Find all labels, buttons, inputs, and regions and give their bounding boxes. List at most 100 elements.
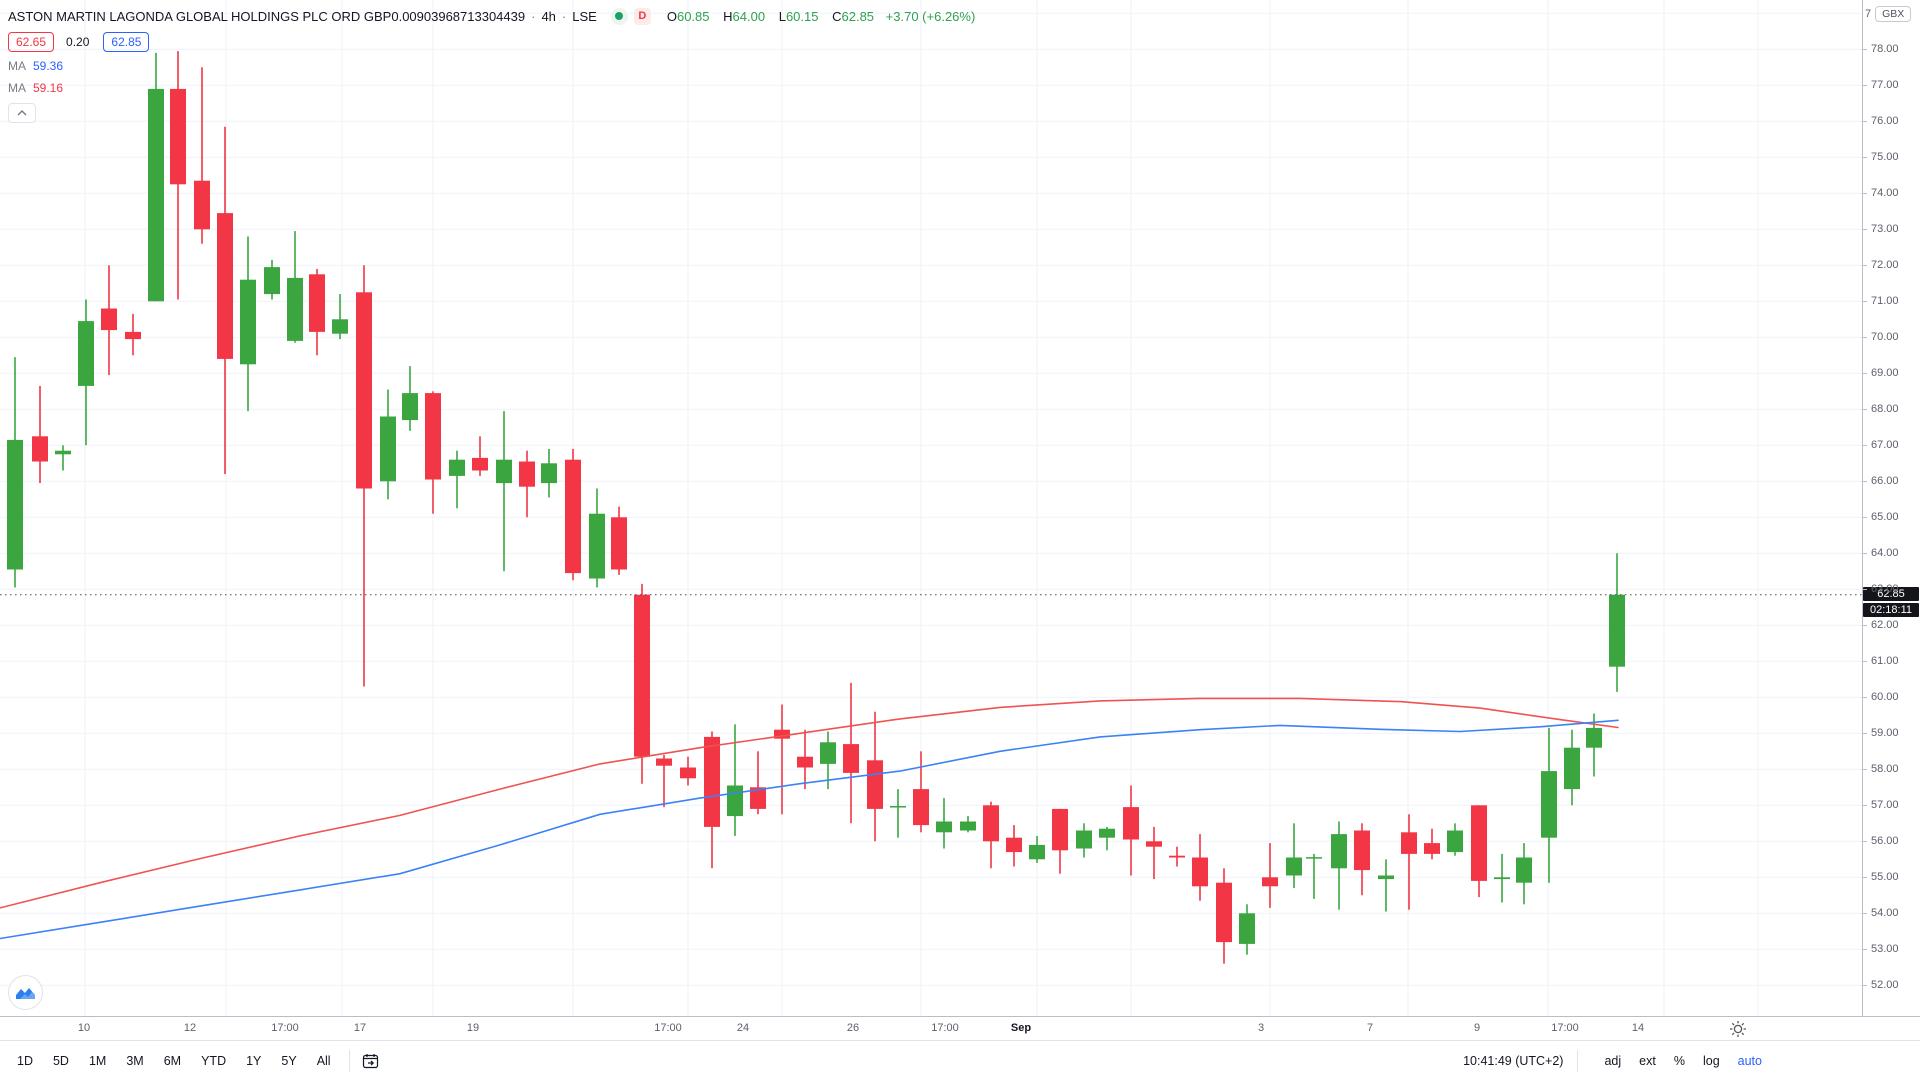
candle-body (1146, 841, 1162, 847)
candle-body (1401, 832, 1417, 854)
area-chart-icon (16, 988, 35, 999)
candle-body (774, 729, 790, 739)
clock-readout[interactable]: 10:41:49 (UTC+2) (1463, 1054, 1564, 1068)
candle-body (680, 767, 696, 779)
price-axis-label: 66.00 (1871, 475, 1899, 488)
time-axis-label: 17:00 (931, 1022, 959, 1034)
go-to-date-button[interactable] (358, 1050, 384, 1072)
bid-price-box[interactable]: 62.65 (8, 32, 55, 52)
price-axis-label: 77.00 (1871, 79, 1899, 92)
price-axis-label: 71.00 (1871, 295, 1899, 308)
range-button-5y[interactable]: 5Y (281, 1054, 297, 1068)
candle-body (589, 513, 605, 579)
candle-body (1609, 594, 1625, 667)
price-axis-label: 68.00 (1871, 403, 1899, 416)
range-button-1d[interactable]: 1D (17, 1054, 33, 1068)
price-tick (1863, 625, 1867, 627)
market-open-icon (610, 7, 628, 25)
candle-body (704, 736, 720, 827)
price-tick (1863, 949, 1867, 951)
close-label: C (832, 8, 842, 24)
range-button-5d[interactable]: 5D (52, 1054, 69, 1068)
calendar-icon (362, 1053, 379, 1068)
candle-body (1564, 747, 1580, 790)
range-button-6m[interactable]: 6M (163, 1054, 182, 1068)
price-axis[interactable]: 7 GBX 62.85 02:18:11 78.00 77.00 76.00 75.0… (1862, 0, 1920, 1016)
candle-body (356, 292, 372, 489)
candle-body (1123, 807, 1139, 840)
candle-body (1424, 843, 1440, 854)
candle-body (820, 742, 836, 764)
interval-label[interactable]: 4h (541, 8, 556, 24)
price-axis-label: 52.00 (1871, 979, 1899, 992)
candle-body (519, 461, 535, 487)
candle-body (1239, 913, 1255, 944)
range-button-ytd[interactable]: YTD (201, 1054, 227, 1068)
candle-body (309, 274, 325, 332)
time-axis-label: 26 (846, 1022, 860, 1034)
candle-body (565, 459, 581, 574)
candle-body (55, 450, 71, 455)
exchange-label[interactable]: LSE (572, 8, 597, 24)
theme-settings-icon[interactable] (1728, 1019, 1748, 1039)
range-button-all[interactable]: All (316, 1054, 331, 1068)
toolbar-divider (1577, 1050, 1579, 1072)
time-axis[interactable]: 10 12 17:00 17 19 17:00 24 26 17:00 Sep 3 7 9 17:00 14 (0, 1016, 1920, 1041)
price-tick (1863, 877, 1867, 879)
legend-collapse-button[interactable] (8, 103, 36, 123)
candle-body (78, 321, 94, 386)
price-tick (1863, 445, 1867, 447)
price-axis-label: 57.00 (1871, 799, 1899, 812)
low-label: L (778, 8, 786, 24)
candle-body (148, 88, 164, 302)
time-axis-label: 3 (1257, 1022, 1265, 1034)
candle-body (1076, 830, 1092, 849)
range-button-1m[interactable]: 1M (88, 1054, 107, 1068)
price-tick (1863, 301, 1867, 303)
percent-scale-toggle[interactable]: % (1673, 1054, 1685, 1068)
range-button-3m[interactable]: 3M (126, 1054, 144, 1068)
symbol-title[interactable]: ASTON MARTIN LAGONDA GLOBAL HOLDINGS PLC… (8, 8, 526, 24)
adjust-data-toggle[interactable]: adj (1604, 1054, 1622, 1068)
candle-body (797, 756, 813, 768)
candle-body (1494, 877, 1510, 880)
currency-badge[interactable]: GBX (1875, 6, 1912, 22)
candle-body (867, 760, 883, 809)
price-tick (1863, 589, 1867, 591)
candle-body (496, 459, 512, 484)
price-tick (1863, 49, 1867, 51)
price-tick (1863, 805, 1867, 807)
candle-body (1541, 771, 1557, 838)
chart-style-logo-button[interactable] (8, 975, 43, 1010)
price-tick (1863, 913, 1867, 915)
price-tick (1863, 265, 1867, 267)
price-axis-label: 70.00 (1871, 331, 1899, 344)
candle-body (1378, 875, 1394, 880)
candle-body (194, 180, 210, 230)
daily-timeframe-badge[interactable]: D (633, 7, 651, 25)
log-scale-toggle[interactable]: log (1702, 1054, 1720, 1068)
candle-body (264, 267, 280, 295)
price-axis-label: 53.00 (1871, 943, 1899, 956)
time-axis-label: 17 (353, 1022, 367, 1034)
close-value: 62.85 (841, 8, 875, 24)
extended-hours-toggle[interactable]: ext (1639, 1054, 1656, 1068)
candle-body (611, 517, 627, 570)
range-button-1y[interactable]: 1Y (246, 1054, 262, 1068)
time-axis-label: 19 (466, 1022, 480, 1034)
price-axis-label: 59.00 (1871, 727, 1899, 740)
time-axis-label: 17:00 (271, 1022, 299, 1034)
ask-price-box[interactable]: 62.85 (103, 32, 150, 52)
high-label: H (723, 8, 733, 24)
candle-body (170, 88, 186, 185)
candle-body (913, 789, 929, 826)
open-value: 60.85 (676, 8, 710, 24)
candlestick-chart[interactable] (0, 0, 1862, 1016)
chart-canvas[interactable] (0, 0, 1862, 1016)
auto-scale-toggle[interactable]: auto (1737, 1054, 1762, 1068)
ma-red-label: MA (8, 81, 26, 95)
candle-body (1052, 808, 1068, 851)
price-axis-label: 54.00 (1871, 907, 1899, 920)
price-axis-label: 65.00 (1871, 511, 1899, 524)
price-axis-label: 64.00 (1871, 547, 1899, 560)
